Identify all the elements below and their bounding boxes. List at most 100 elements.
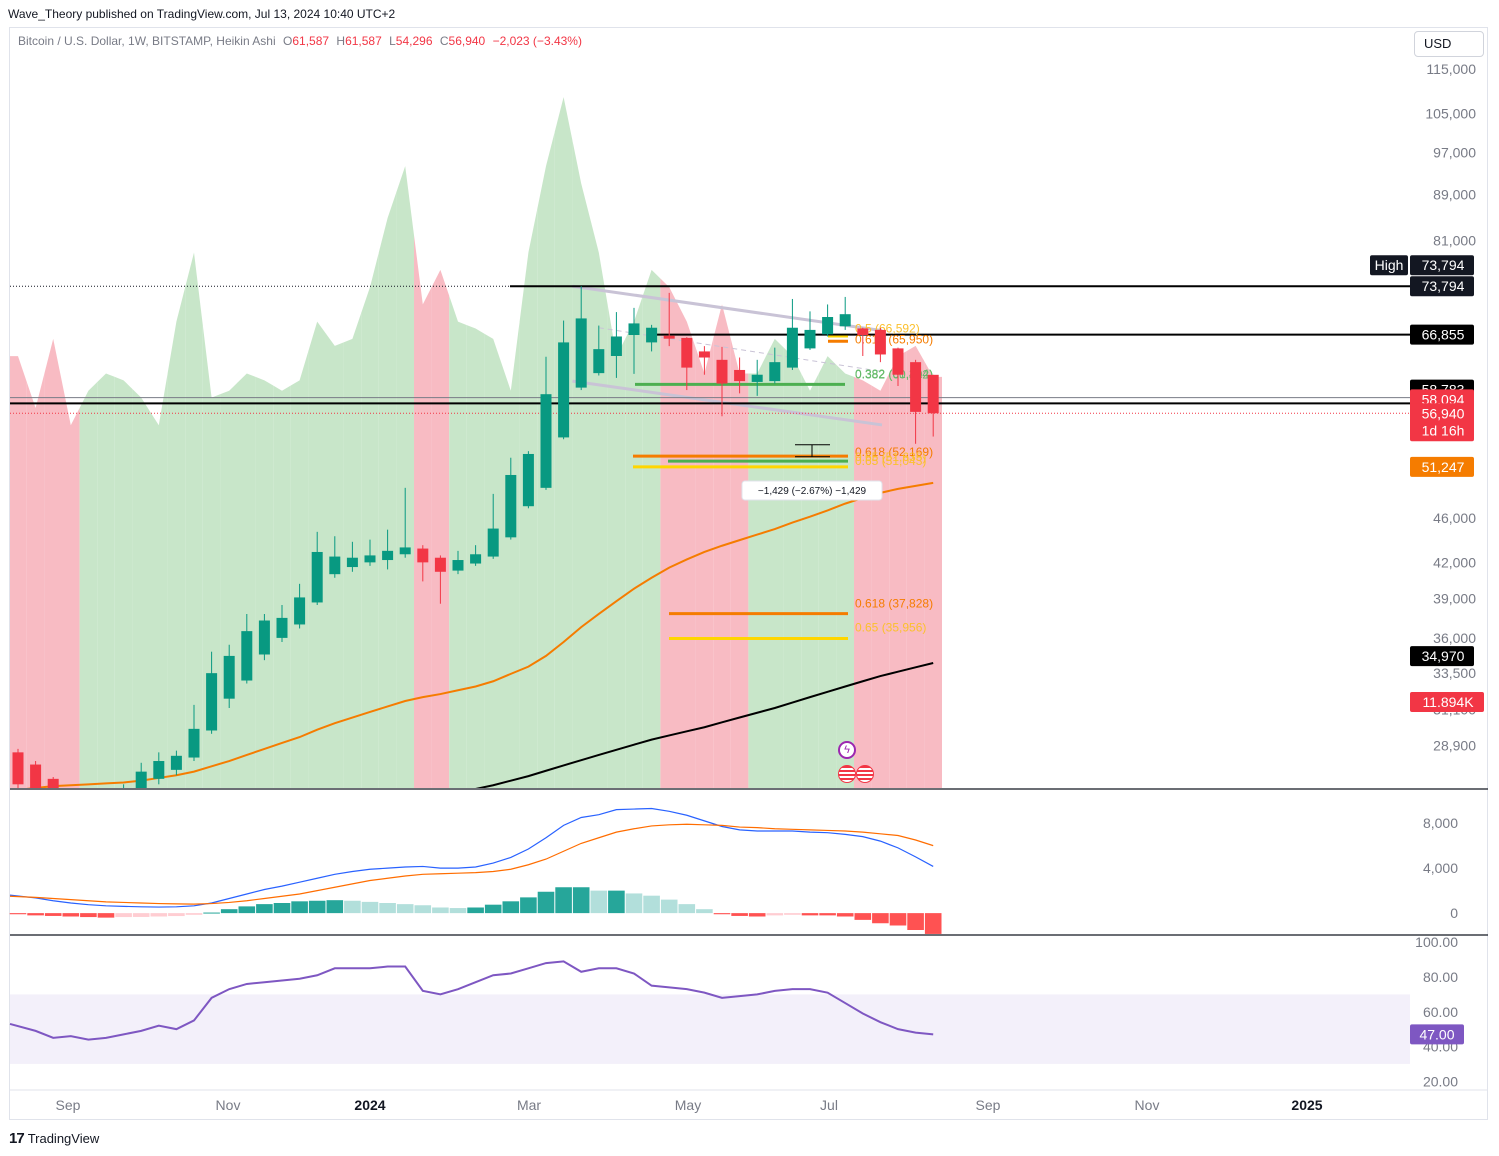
price-axis-tick: 81,000 [1433, 233, 1476, 249]
volume-area [26, 373, 45, 788]
volume-area [590, 218, 608, 788]
open-key: O [283, 34, 293, 48]
candle-body [188, 728, 200, 758]
macd-histogram-bar [256, 904, 273, 914]
line-high-tag: 73,794 [1422, 278, 1465, 294]
candle-body [329, 556, 341, 575]
volume-area [238, 373, 256, 788]
macd-histogram-bar [291, 901, 308, 914]
candle-body [346, 557, 358, 568]
candle-body [910, 362, 922, 412]
volume-area [801, 373, 819, 788]
volume-area [290, 351, 309, 788]
volume-area [678, 304, 696, 788]
macd-histogram-bar [731, 913, 748, 916]
candle-body [206, 673, 218, 731]
macd-histogram-bar [625, 893, 643, 914]
time-axis-tick: Sep [56, 1097, 81, 1113]
macd-histogram-bar [872, 913, 889, 924]
ema-50-line [26, 481, 934, 788]
rsi-axis-tick: 100.00 [1415, 934, 1458, 950]
time-axis-tick: 2024 [354, 1097, 385, 1113]
candle-body [399, 547, 411, 555]
fib-label: 0.618 (52,169) [855, 445, 933, 459]
volume-area [202, 325, 221, 788]
rsi-axis-tick: 80.00 [1423, 969, 1458, 985]
change-value: −2,023 (−3.43%) [492, 34, 582, 48]
measure-label-box [741, 480, 883, 501]
tradingview-logo[interactable]: 17 TradingView [9, 1130, 99, 1147]
macd-histogram-bar [713, 913, 731, 915]
ema200-tag-bg [1410, 646, 1474, 667]
high-label-bg [1370, 255, 1408, 276]
tradingview-logo-text: TradingView [27, 1131, 100, 1146]
volume-area [185, 252, 203, 788]
candle-body [646, 327, 658, 343]
price-axis-tick: 115,000 [1426, 61, 1476, 77]
volume-area [378, 192, 397, 788]
candle-body [364, 555, 376, 563]
volume-area [449, 295, 467, 788]
macd-histogram-bar [572, 887, 590, 914]
candle-body [822, 317, 834, 335]
macd-histogram-bar [379, 903, 396, 914]
candle-body [101, 794, 112, 800]
candle-body [382, 550, 394, 561]
macd-histogram-bar [889, 913, 907, 926]
time-axis-tick: Nov [216, 1097, 241, 1113]
candle-body [241, 631, 253, 681]
open-value: 61,587 [292, 34, 330, 48]
macd-histogram-bar [696, 909, 713, 914]
volume-area [607, 304, 626, 788]
macd-histogram-bar [361, 901, 379, 914]
volume-area [273, 385, 291, 788]
macd-histogram-bar [608, 890, 625, 914]
rsi-line [9, 960, 934, 1041]
candle-body [311, 551, 323, 603]
ema50-tag-bg [1410, 456, 1474, 477]
candle-body [751, 374, 763, 382]
candle-body [12, 752, 24, 785]
macd-histogram-bar [467, 907, 484, 914]
low-value: 54,296 [395, 34, 433, 48]
currency-button[interactable]: USD [1414, 31, 1484, 57]
volume-area [220, 382, 238, 788]
volume-area [414, 235, 432, 789]
candle-body [170, 755, 182, 770]
volume-area [854, 376, 872, 788]
candle-body [505, 474, 517, 538]
low-key: L [389, 34, 396, 48]
high-price-tag-bg [1410, 255, 1474, 276]
us-flag-icon[interactable] [856, 765, 874, 783]
macd-histogram-bar [396, 904, 414, 914]
volume-tag: 11.894K [1422, 694, 1474, 710]
macd-histogram-bar [854, 913, 872, 920]
measure-label: −1,429 (−2.67%) −1,429 [758, 486, 867, 497]
rsi-axis-tick: 20.00 [1423, 1073, 1458, 1089]
event-icons: ϟ [836, 739, 878, 787]
candle-body [65, 794, 76, 802]
fib-label: 0.5 (66,592) [855, 322, 920, 336]
volume-area [114, 376, 133, 788]
lightning-icon[interactable]: ϟ [838, 741, 856, 759]
channel-upper-line [572, 284, 883, 333]
price-axis-tick: 105,000 [1425, 105, 1476, 121]
high-label: High [1375, 257, 1404, 273]
fib-label: 0.65 (51,043) [855, 454, 926, 468]
macd-histogram-bar [801, 913, 819, 916]
volume-area [766, 338, 784, 788]
rsi-current-tag: 47.00 [1419, 1026, 1454, 1042]
us-flag-icon[interactable] [838, 765, 856, 783]
candle-body [540, 394, 552, 488]
macd-histogram-bar [590, 890, 608, 914]
macd-histogram-bar [9, 913, 27, 915]
candle-body [892, 348, 904, 375]
fib-label: 0.618 (37,828) [855, 597, 933, 611]
chart-frame [9, 27, 1488, 1120]
macd-axis-tick: 8,000 [1423, 815, 1458, 831]
volume-area [62, 382, 80, 788]
high-key: H [336, 34, 346, 48]
volume-area [871, 373, 890, 788]
macd-histogram-bar [537, 891, 555, 914]
